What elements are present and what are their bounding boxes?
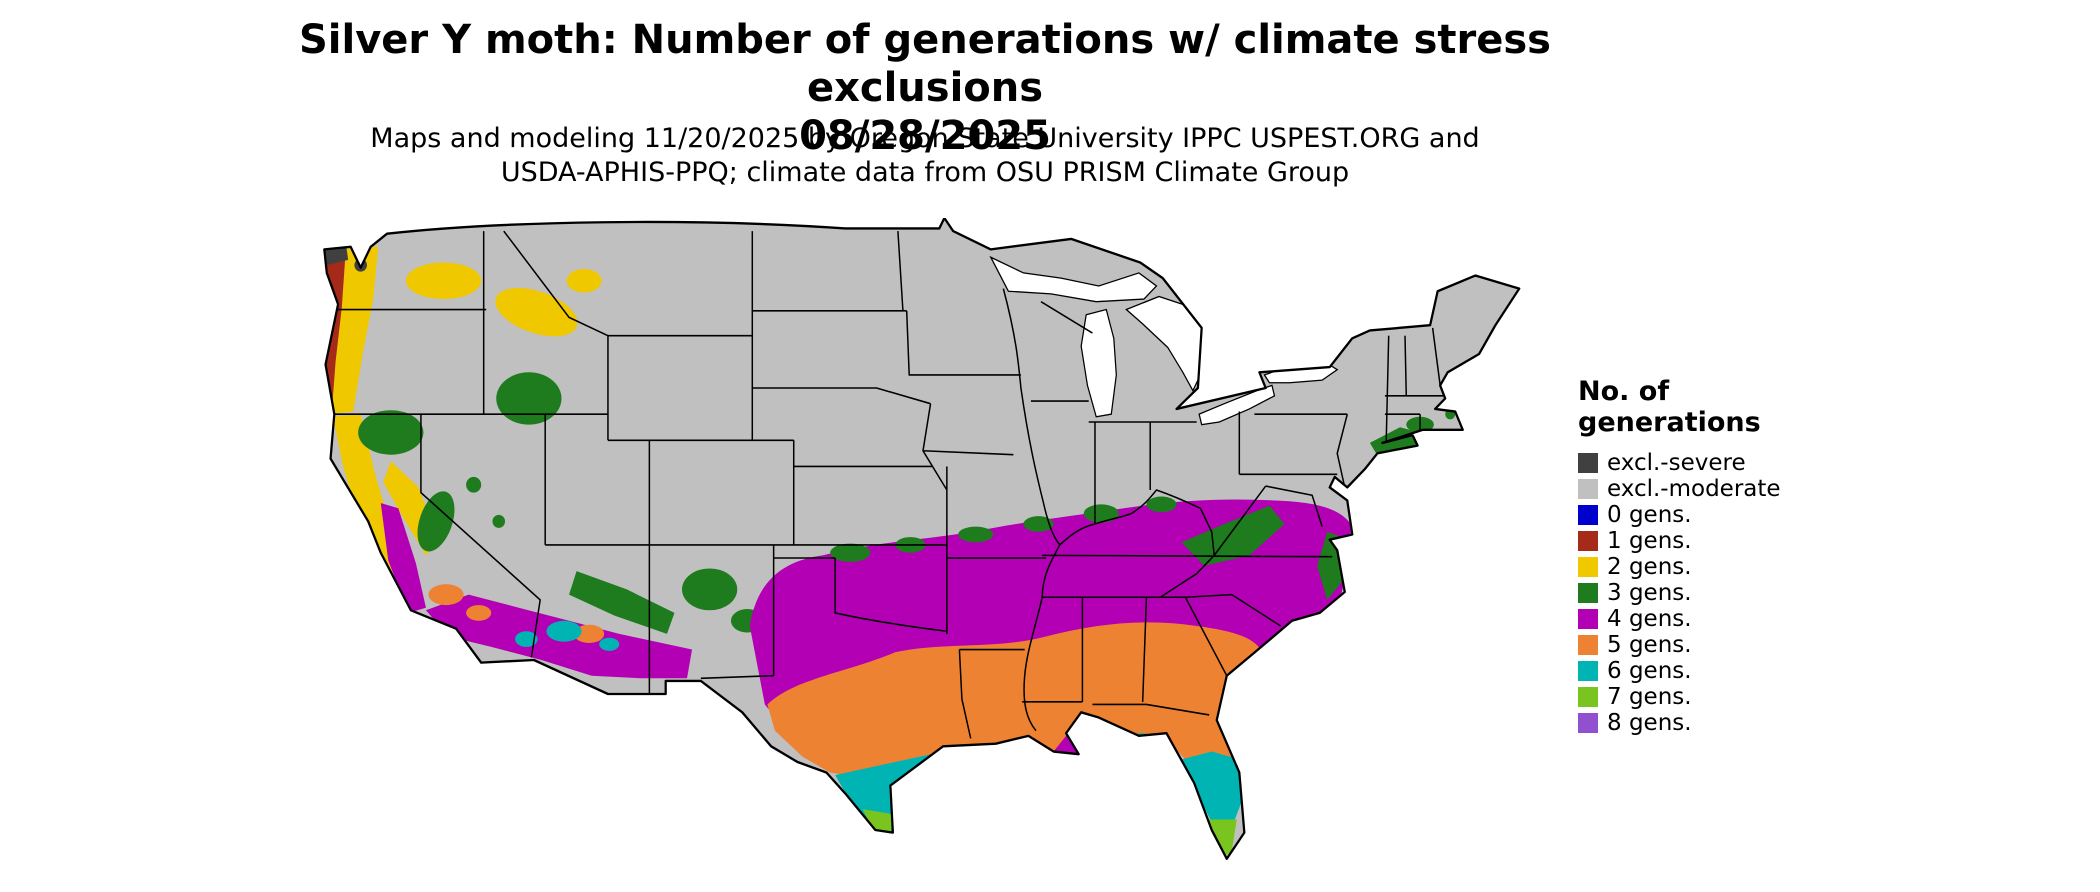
lake-erie — [1198, 384, 1276, 426]
legend: No. of generations excl.-severe excl.-mod… — [1578, 376, 1858, 736]
legend-swatch — [1578, 635, 1598, 656]
legend-title-line1: No. of — [1578, 376, 1670, 407]
legend-label: 6 gens. — [1607, 658, 1692, 685]
map-title: Silver Y moth: Number of generations w/ … — [299, 17, 1551, 111]
great-lakes — [989, 255, 1339, 426]
legend-swatch — [1578, 479, 1598, 500]
lake-michigan — [1080, 308, 1117, 418]
legend-item: 1 gens. — [1578, 528, 1858, 554]
us-generations-map — [318, 218, 1523, 892]
map-subtitle-line1: Maps and modeling 11/20/2025 by Oregon S… — [370, 123, 1480, 154]
legend-item: 0 gens. — [1578, 502, 1858, 528]
us-outline — [323, 218, 1521, 860]
legend-item: 5 gens. — [1578, 632, 1858, 658]
legend-swatch — [1578, 557, 1598, 578]
header: Silver Y moth: Number of generations w/ … — [250, 16, 1600, 160]
legend-swatch — [1578, 531, 1598, 552]
legend-label: 4 gens. — [1607, 606, 1692, 633]
legend-item: 8 gens. — [1578, 710, 1858, 736]
legend-label: 5 gens. — [1607, 632, 1692, 659]
map-date: 08/28/2025 — [799, 113, 1051, 159]
legend-title-line2: generations — [1578, 407, 1761, 439]
legend-label: 1 gens. — [1607, 528, 1692, 555]
legend-item: excl.-moderate — [1578, 476, 1858, 502]
legend-item: 3 gens. — [1578, 580, 1858, 606]
legend-label: 7 gens. — [1607, 684, 1692, 711]
lake-superior — [989, 255, 1158, 303]
legend-item: 7 gens. — [1578, 684, 1858, 710]
legend-swatch — [1578, 687, 1598, 708]
legend-swatch — [1578, 453, 1598, 474]
legend-swatch — [1578, 505, 1598, 526]
legend-item: 6 gens. — [1578, 658, 1858, 684]
legend-item: 4 gens. — [1578, 606, 1858, 632]
legend-item: excl.-severe — [1578, 450, 1858, 476]
region-3-gens-west — [358, 372, 562, 552]
legend-swatch — [1578, 661, 1598, 682]
legend-label: 3 gens. — [1607, 580, 1692, 607]
region-5-gens-gulf-band — [428, 584, 1265, 778]
map-fill-layers — [324, 218, 1520, 859]
legend-swatch — [1578, 713, 1598, 734]
map-subtitle: Maps and modeling 11/20/2025 by Oregon S… — [250, 122, 1600, 190]
map-svg — [323, 218, 1521, 860]
legend-label: 0 gens. — [1607, 502, 1692, 529]
legend-label: excl.-moderate — [1607, 476, 1781, 503]
legend-label: 8 gens. — [1607, 710, 1692, 737]
lake-huron — [1125, 295, 1205, 393]
region-7-gens — [862, 809, 1237, 859]
legend-items: excl.-severe excl.-moderate 0 gens. 1 gens.… — [1578, 450, 1858, 736]
legend-title: No. of generations — [1578, 376, 1858, 438]
map-subtitle-line2: USDA-APHIS-PPQ; climate data from OSU PR… — [500, 156, 1350, 188]
legend-swatch — [1578, 583, 1598, 604]
legend-label: 2 gens. — [1607, 554, 1692, 581]
state-borders — [328, 230, 1446, 739]
legend-swatch — [1578, 609, 1598, 630]
legend-label: excl.-severe — [1607, 450, 1746, 477]
legend-item: 2 gens. — [1578, 554, 1858, 580]
